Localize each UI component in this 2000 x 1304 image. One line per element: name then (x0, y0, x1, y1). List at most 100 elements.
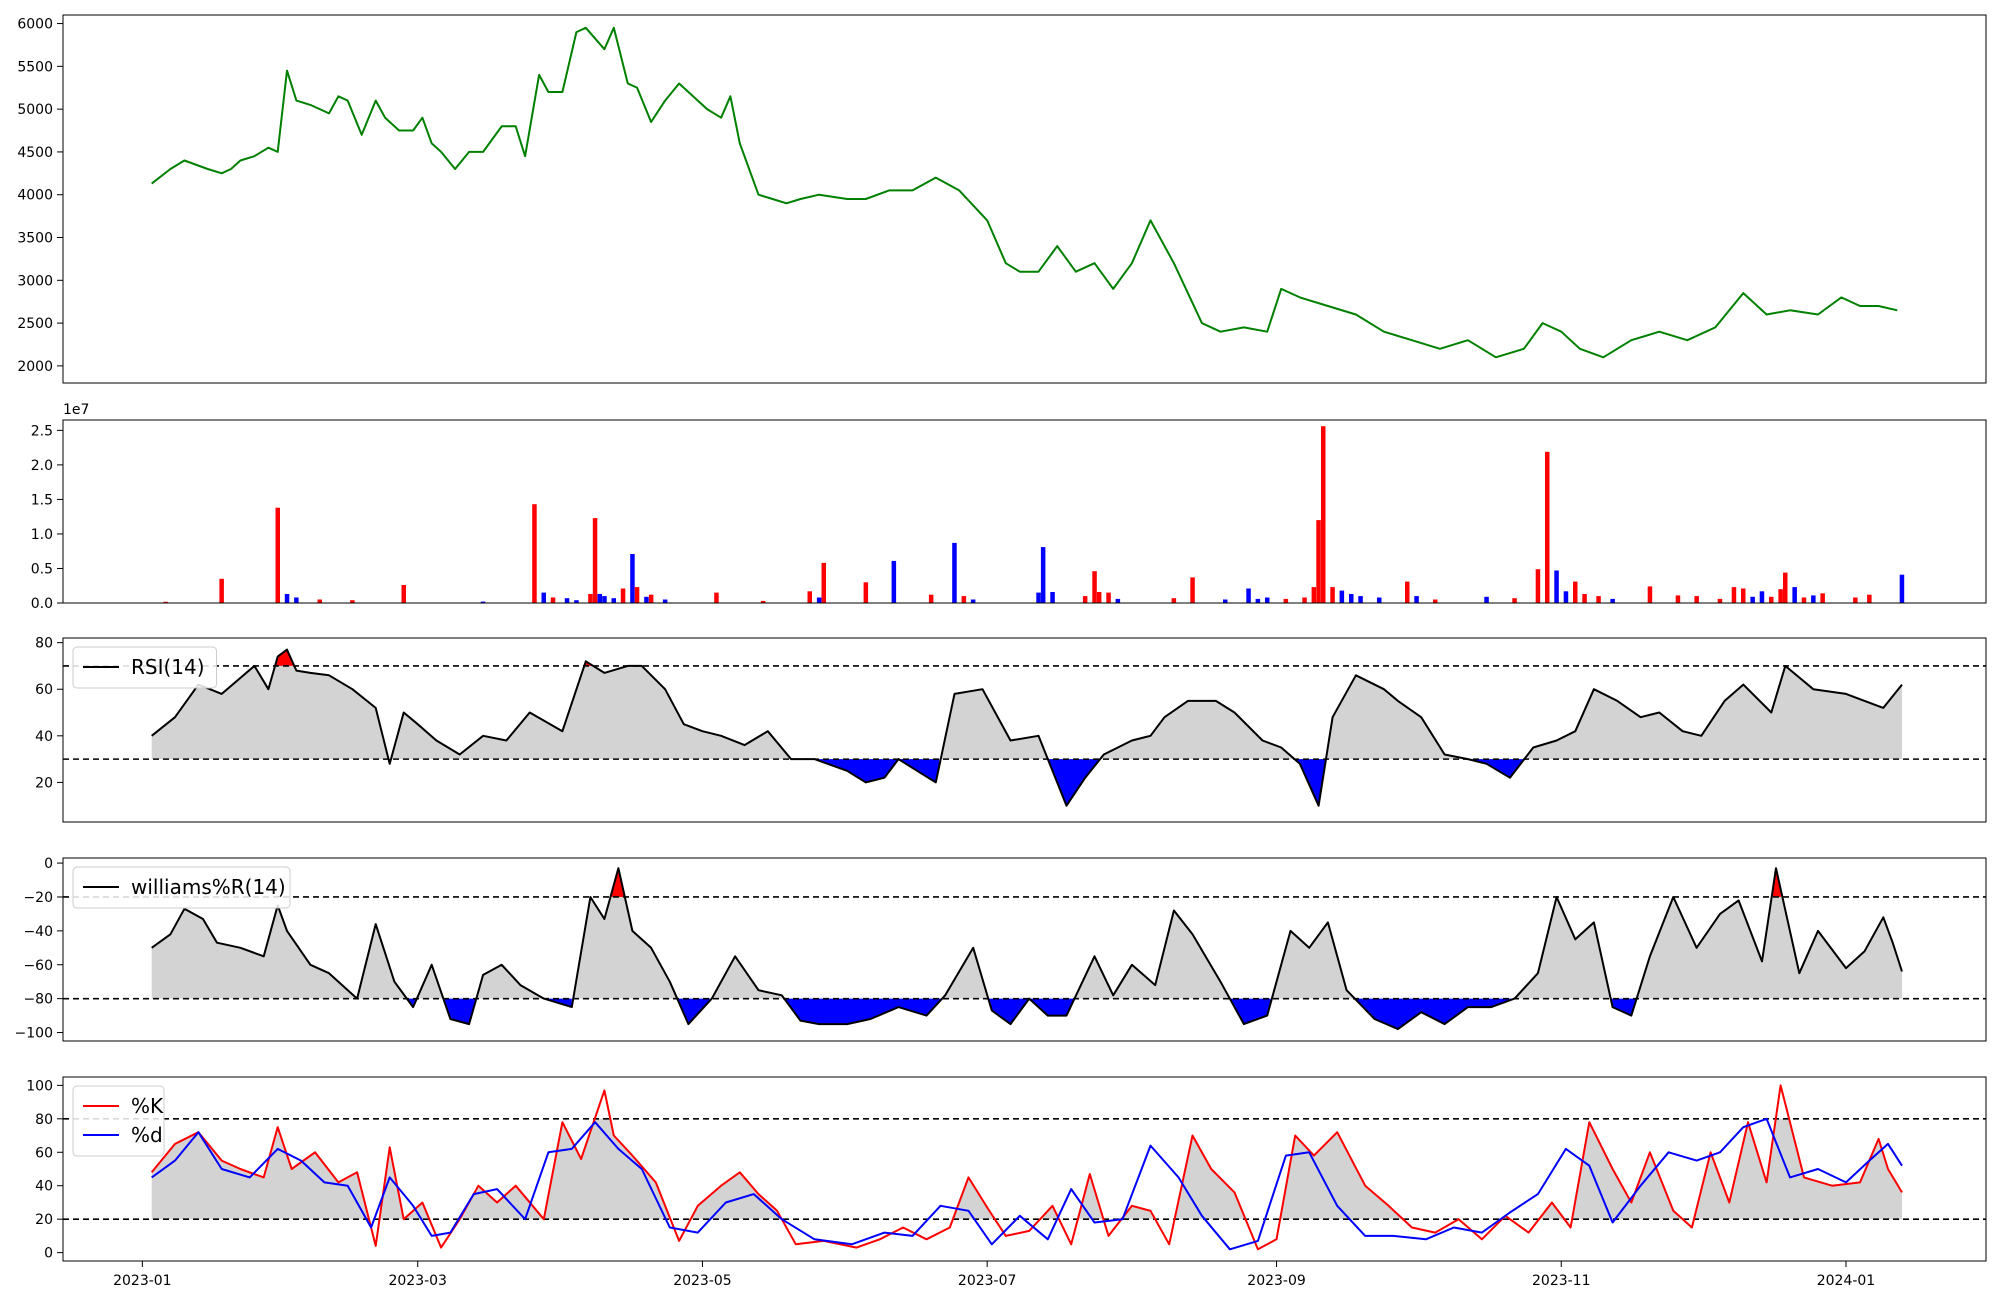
volume-bar (1512, 598, 1517, 603)
plot-frame (62, 637, 1987, 823)
plot-frame (62, 857, 1987, 1042)
y-tick-label: −100 (15, 1026, 53, 1042)
panel-rsi: RSI(14) 20 40 60 80 (35, 636, 1987, 823)
volume-bar (1741, 588, 1746, 603)
volume-bar (1050, 592, 1055, 603)
panel-stochastic: %K %d 0 20 40 60 80 100 (26, 1076, 1987, 1262)
overbought-fill (611, 868, 625, 897)
volume-bar (1792, 587, 1797, 603)
volume-bar (1596, 596, 1601, 603)
legend-box (72, 866, 291, 909)
y-tick-label: 2.5 (31, 423, 53, 439)
y-tick-label: 1.5 (31, 492, 53, 508)
volume-bar (970, 599, 976, 603)
panel-price: 2000 2500 3000 3500 4000 4500 5000 5500 6000 (17, 14, 1987, 384)
volume-bar (350, 600, 355, 603)
y-tick-label: 100 (26, 1078, 53, 1094)
offset-text: 1e7 (63, 402, 89, 418)
series-line (151, 1117, 1903, 1251)
series-line (150, 1084, 1903, 1251)
volume-bar (760, 600, 766, 603)
x-tick-label: 2023-11 (1532, 1273, 1591, 1289)
volume-bar (821, 562, 826, 603)
volume-bar (574, 600, 579, 603)
plot-frame (62, 1076, 1987, 1262)
volume-bar (891, 560, 897, 603)
volume-bar (597, 594, 602, 603)
volume-bar (634, 587, 640, 603)
panel-williams: williams%R(14) −100 −80 −60 −40 −20 0 (15, 856, 1987, 1042)
volume-bar (1040, 547, 1046, 603)
volume-bar (1647, 586, 1653, 603)
volume-bar (532, 504, 537, 603)
legend-label: RSI(14) (131, 655, 205, 679)
y-tick-label: 40 (35, 729, 53, 745)
oversold-fill (1355, 998, 1514, 1029)
y-tick-label: 20 (35, 1212, 53, 1228)
overbought-fill (1772, 870, 1781, 897)
x-tick-label: 2023-07 (958, 1273, 1017, 1289)
volume-bar (317, 599, 322, 603)
oversold-fill (1611, 998, 1637, 1016)
volume-bar (219, 578, 224, 603)
volume-bar (1731, 587, 1737, 603)
x-tick-label: 2023-03 (388, 1273, 447, 1289)
y-tick-label: 0.0 (31, 596, 53, 612)
volume-bar (1414, 596, 1419, 603)
volume-bar (1171, 598, 1177, 603)
volume-bar (1801, 597, 1807, 603)
volume-bar (863, 582, 869, 603)
legend-label: %d (131, 1123, 163, 1147)
volume-bar (1377, 597, 1382, 603)
y-tick-label: 1.0 (31, 527, 53, 543)
x-tick-label: 2023-05 (673, 1273, 732, 1289)
y-tick-label: 4000 (17, 188, 53, 204)
y-tick-label: −40 (23, 924, 53, 940)
plot-frame (62, 419, 1987, 604)
volume-bar (1283, 598, 1289, 603)
y-tick-label: 5500 (17, 59, 53, 75)
y-tick-label: 3500 (17, 231, 53, 247)
legend-box (72, 646, 217, 689)
volume-bar (1610, 598, 1615, 603)
volume-bar (662, 599, 668, 603)
volume-bar (1867, 594, 1872, 603)
volume-bar (648, 594, 654, 603)
volume-bar (630, 554, 635, 603)
volume-bar (1115, 598, 1121, 603)
volume-bar (1853, 597, 1858, 603)
series-line (151, 648, 1903, 807)
legend-label: %K (131, 1094, 164, 1118)
volume-bar (611, 598, 616, 603)
volume-bar (1820, 593, 1825, 603)
neutral-band-fill (151, 897, 1903, 999)
y-tick-label: 4500 (17, 145, 53, 161)
volume-bar (1316, 520, 1321, 603)
volume-bar (816, 597, 822, 603)
volume-bar (480, 601, 486, 603)
y-tick-label: 0.5 (31, 561, 53, 577)
volume-bar (1106, 592, 1111, 603)
volume-bar (1265, 597, 1270, 603)
volume-bar (1750, 596, 1755, 603)
price-line (151, 26, 1898, 359)
volume-bar (1036, 592, 1041, 603)
volume-bar (1349, 594, 1354, 603)
volume-bar (1582, 594, 1587, 603)
volume-bar (550, 597, 556, 603)
volume-bar (1311, 587, 1317, 603)
volume-bar (1321, 426, 1326, 603)
volume-bar (1339, 590, 1345, 603)
y-tick-label: −80 (23, 992, 53, 1008)
volume-bar (1535, 569, 1541, 603)
volume-bar (1302, 597, 1307, 603)
volume-bar (1694, 596, 1699, 603)
y-tick-label: 40 (35, 1179, 53, 1195)
volume-bar (1082, 596, 1088, 603)
volume-bar (1778, 589, 1783, 603)
volume-bar (592, 518, 598, 603)
y-tick-label: 80 (35, 1112, 53, 1128)
volume-bar (1255, 598, 1261, 603)
